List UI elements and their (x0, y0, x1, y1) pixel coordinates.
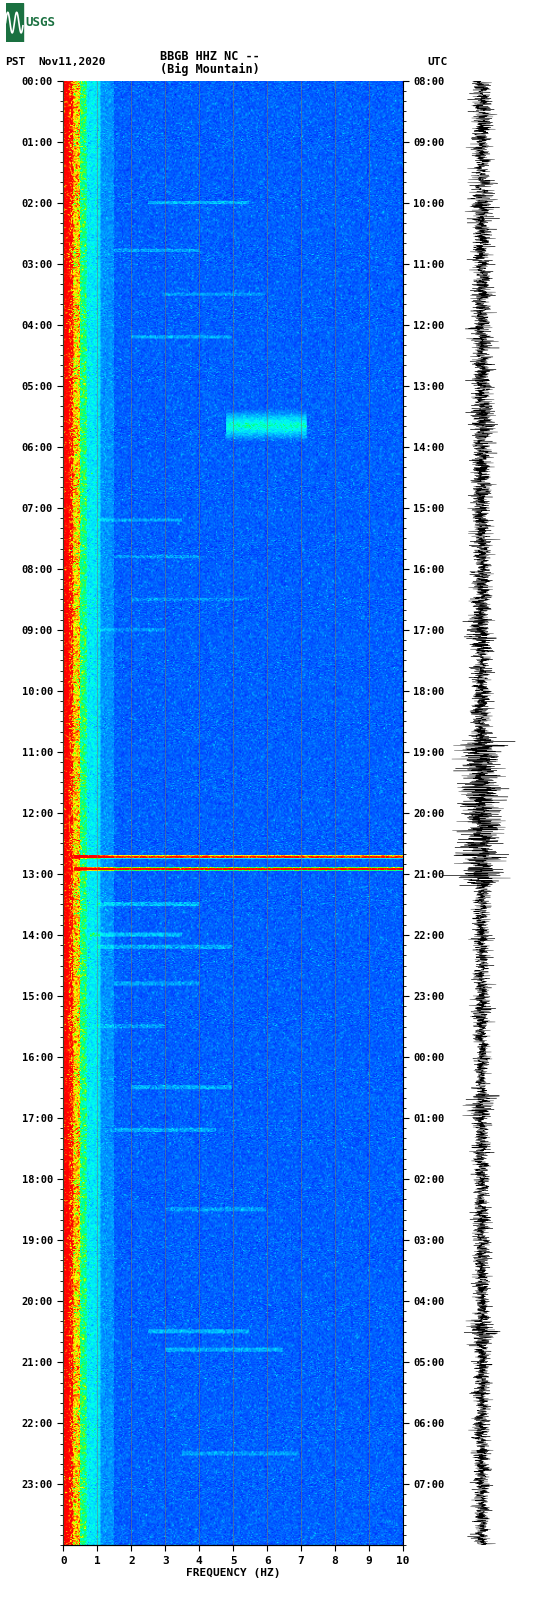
Text: USGS: USGS (25, 16, 55, 29)
Text: BBGB HHZ NC --: BBGB HHZ NC -- (160, 50, 259, 63)
Text: PST: PST (6, 58, 26, 68)
Bar (6, 3, 23, 42)
Text: (Big Mountain): (Big Mountain) (160, 63, 259, 76)
X-axis label: FREQUENCY (HZ): FREQUENCY (HZ) (186, 1568, 280, 1579)
Text: UTC: UTC (428, 58, 448, 68)
Text: Nov11,2020: Nov11,2020 (39, 58, 106, 68)
